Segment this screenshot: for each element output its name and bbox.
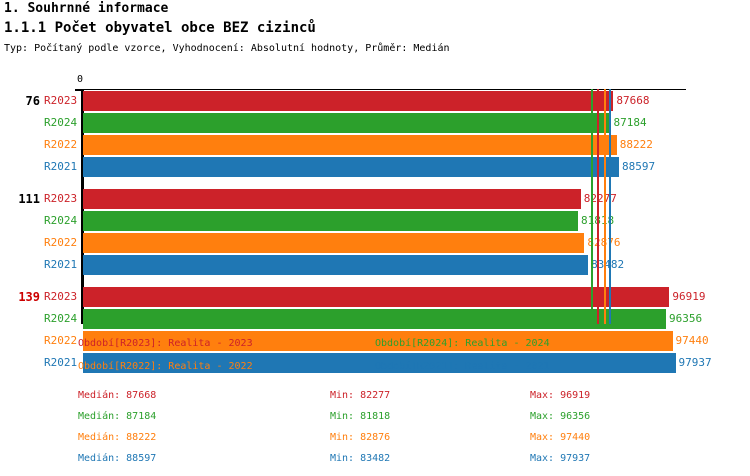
bar-value-label: 82277 [583,192,617,205]
group-label-76: 76 [25,94,40,108]
bar-r2022[interactable] [83,331,673,351]
bar-series-label: R2022 [44,236,78,249]
median-reference-line-R2021-median [609,89,611,324]
bar-r2021[interactable] [83,157,619,177]
median-reference-line-R2022-median [603,89,606,324]
axis-zero-label: 0 [77,74,84,85]
stats-table: Medián: 87668 Min: 82277 Max: 96919 Medián:… [0,390,750,476]
bar-series-label: R2024 [44,116,78,129]
stat-max-r2024: Max: 96356 [530,411,591,422]
stat-min-r2021: Min: 83482 [330,453,391,464]
bar-value-label: 96919 [672,290,706,303]
median-reference-line-R2023-median [597,89,600,324]
bar-r2023[interactable] [83,189,581,209]
bar-row[interactable]: R2021 97937 [0,353,750,373]
stat-max-r2021: Max: 97937 [530,453,591,464]
bar-series-label: R2021 [44,258,78,271]
legend-item-r2023[interactable]: Období[R2023]: Realita - 2023 [78,338,253,349]
axis-vertical-line [81,89,84,324]
bar-series-label: R2023 [44,192,78,205]
bar-value-label: 97937 [678,356,712,369]
median-reference-line-R2024-median [591,89,594,324]
bar-series-label: R2024 [44,312,78,325]
legend-item-r2021[interactable]: Období[R2021]: Realita - 2021 [375,361,550,372]
bar-series-label: R2021 [44,160,78,173]
chart-legend: Období[R2023]: Realita - 2023 Období[R202… [0,338,750,384]
bar-value-label: 83482 [591,258,625,271]
legend-item-r2024[interactable]: Období[R2024]: Realita - 2024 [375,338,550,349]
stat-median-r2024: Medián: 87184 [78,411,157,422]
bar-row[interactable]: R2022 88222 [0,135,750,155]
bar-row[interactable]: R2023 82277 [0,189,750,209]
stat-median-r2022: Medián: 88222 [78,432,157,443]
bar-value-label: 87184 [613,116,647,129]
bar-r2021[interactable] [83,255,589,275]
page-title: 1.1.1 Počet obyvatel obce BEZ cizinců [4,20,316,36]
bar-r2021[interactable] [83,353,676,373]
stat-median-r2023: Medián: 87668 [78,390,157,401]
stat-median-r2021: Medián: 88597 [78,453,157,464]
stat-max-r2023: Max: 96919 [530,390,591,401]
section-heading: 1. Souhrnné informace [4,1,169,16]
bar-row[interactable]: R2022 97440 [0,331,750,351]
bar-series-label: R2022 [44,334,78,347]
bar-row[interactable]: R202282876 [0,233,750,253]
bar-row[interactable]: R2023 87668 [0,91,750,111]
bar-r2024[interactable] [83,309,666,329]
bar-series-label: R2021 [44,356,78,369]
bar-row[interactable]: R2023 96919 [0,287,750,307]
bar-series-label: R2023 [44,290,78,303]
bar-series-label: R2022 [44,138,78,151]
stat-min-r2023: Min: 82277 [330,390,391,401]
bar-value-label: 88222 [619,138,653,151]
bar-series-label: R2023 [44,94,78,107]
group-label-139: 139 [18,290,40,304]
group-label-111: 111 [18,192,40,206]
bar-value-label: 97440 [675,334,709,347]
bar-r2022[interactable] [83,135,617,155]
bar-row[interactable]: R2021 83482 [0,255,750,275]
bar-r2024[interactable] [83,211,578,231]
legend-item-r2022[interactable]: Období[R2022]: Realita - 2022 [78,361,253,372]
stat-min-r2022: Min: 82876 [330,432,391,443]
bar-r2022[interactable] [83,233,585,253]
bar-row[interactable]: R202481818 [0,211,750,231]
bar-row[interactable]: R2021 88597 [0,157,750,177]
axis-top-line [81,89,686,90]
bar-r2023[interactable] [83,91,614,111]
bar-row[interactable]: R2024 87184 [0,113,750,133]
stat-min-r2024: Min: 81818 [330,411,391,422]
plot-area: 0 76 R2023 87668 R2024 87184 R2022 88222 R2021 8… [0,74,750,373]
chart-meta-line: Typ: Počítaný podle vzorce, Vyhodnocení:… [4,43,450,54]
bar-value-label: 96356 [668,312,703,325]
bar-row[interactable]: R2024 96356 [0,309,750,329]
bar-r2023[interactable] [83,287,670,307]
axis-zero-tick [75,89,82,91]
bar-value-label: 87668 [616,94,650,107]
stat-max-r2022: Max: 97440 [530,432,591,443]
bar-series-label: R2024 [44,214,78,227]
bar-value-label: 88597 [622,160,656,173]
bar-r2024[interactable] [83,113,611,133]
